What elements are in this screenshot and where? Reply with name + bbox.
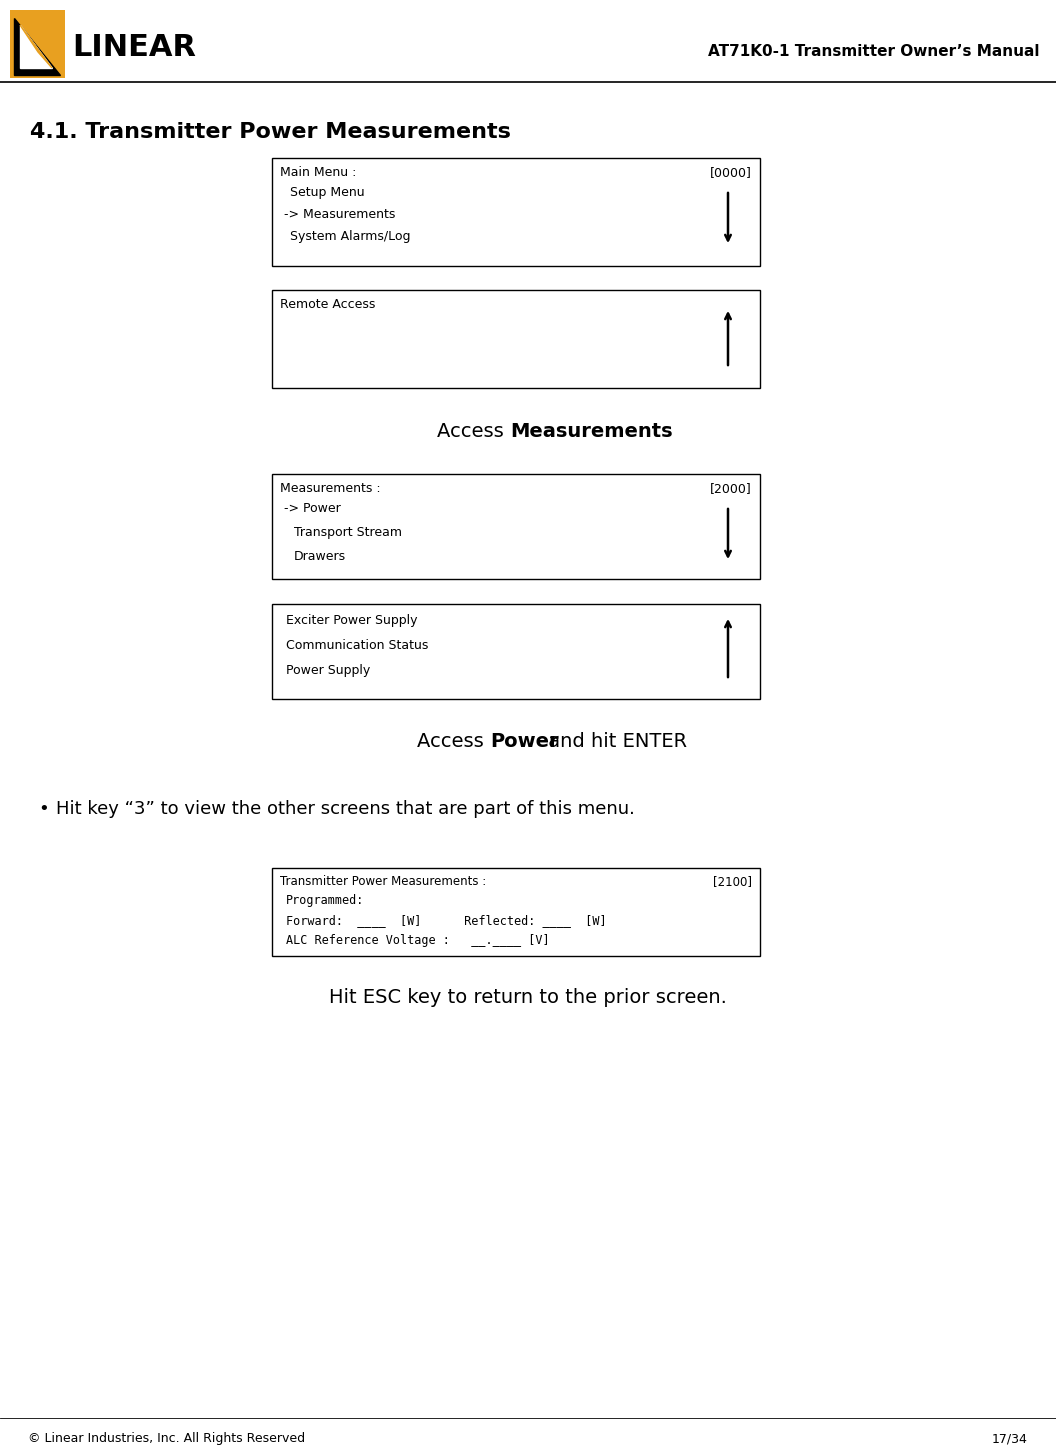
Bar [10, 10, 65, 78]
Bar [272, 158, 760, 266]
Text: Hit ESC key to return to the prior screen.: Hit ESC key to return to the prior scree… [329, 988, 727, 1007]
Text: Transmitter Power Measurements :: Transmitter Power Measurements : [280, 875, 486, 888]
Text: Communication Status: Communication Status [286, 638, 429, 651]
Polygon shape [20, 25, 52, 68]
Text: 4.1. Transmitter Power Measurements: 4.1. Transmitter Power Measurements [30, 122, 511, 142]
Text: Access: Access [417, 731, 490, 752]
Bar [272, 290, 760, 387]
Text: Power Supply: Power Supply [286, 665, 371, 678]
Text: [2000]: [2000] [711, 482, 752, 495]
Polygon shape [14, 17, 60, 75]
Text: System Alarms/Log: System Alarms/Log [290, 231, 411, 242]
Text: 17/34: 17/34 [993, 1432, 1027, 1445]
Text: Measurements :: Measurements : [280, 482, 380, 495]
Text: [0000]: [0000] [710, 165, 752, 178]
Text: Setup Menu: Setup Menu [290, 186, 364, 199]
Text: •: • [38, 800, 49, 818]
Text: Transport Stream: Transport Stream [294, 527, 402, 538]
Text: Main Menu :: Main Menu : [280, 165, 356, 178]
Text: Drawers: Drawers [294, 550, 346, 563]
Text: and hit ENTER: and hit ENTER [542, 731, 687, 752]
Polygon shape [20, 25, 52, 68]
Text: Power: Power [490, 731, 559, 752]
Bar [272, 604, 760, 699]
Text: Hit key “3” to view the other screens that are part of this menu.: Hit key “3” to view the other screens th… [56, 800, 635, 818]
Text: Remote Access: Remote Access [280, 297, 375, 311]
Text: LINEAR: LINEAR [72, 32, 196, 61]
Text: Programmed:: Programmed: [286, 894, 364, 907]
Text: Measurements: Measurements [510, 422, 673, 441]
Text: Exciter Power Supply: Exciter Power Supply [286, 614, 417, 627]
Text: [2100]: [2100] [713, 875, 752, 888]
Text: -> Measurements: -> Measurements [284, 207, 395, 221]
Bar [272, 474, 760, 579]
Text: AT71K0-1 Transmitter Owner’s Manual: AT71K0-1 Transmitter Owner’s Manual [709, 45, 1040, 59]
Bar [272, 868, 760, 956]
Text: ALC Reference Voltage :   __.____ [V]: ALC Reference Voltage : __.____ [V] [286, 934, 549, 948]
Text: -> Power: -> Power [284, 502, 341, 515]
Text: Access: Access [437, 422, 510, 441]
Text: © Linear Industries, Inc. All Rights Reserved: © Linear Industries, Inc. All Rights Res… [29, 1432, 305, 1445]
Text: Forward:  ____  [W]      Reflected: ____  [W]: Forward: ____ [W] Reflected: ____ [W] [286, 914, 606, 927]
